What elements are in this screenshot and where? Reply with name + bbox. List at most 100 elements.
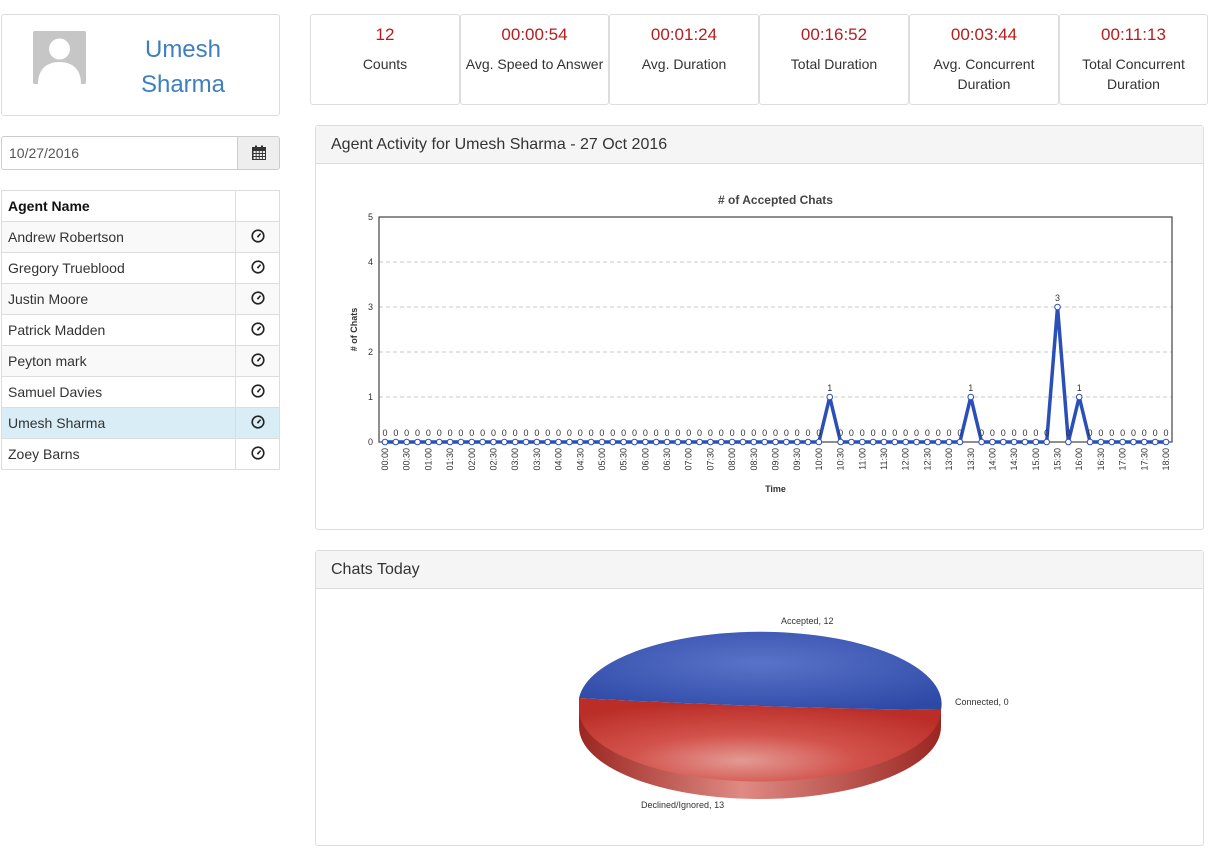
agent-name-cell[interactable]: Peyton mark xyxy=(1,345,236,377)
data-point[interactable] xyxy=(1075,393,1083,401)
data-point[interactable] xyxy=(381,438,389,446)
data-point[interactable] xyxy=(902,438,909,446)
data-point[interactable] xyxy=(544,438,552,446)
data-point[interactable] xyxy=(1021,438,1029,446)
data-point[interactable] xyxy=(924,438,931,446)
data-point[interactable] xyxy=(468,438,476,446)
data-point[interactable] xyxy=(663,438,671,446)
data-point[interactable] xyxy=(620,438,627,446)
data-point[interactable] xyxy=(999,438,1007,446)
table-row[interactable]: Justin Moore xyxy=(1,283,280,315)
table-row[interactable]: Gregory Trueblood xyxy=(1,252,280,284)
data-point[interactable] xyxy=(609,438,617,446)
data-point[interactable] xyxy=(956,438,964,446)
agent-name-cell[interactable]: Patrick Madden xyxy=(1,314,236,346)
data-point[interactable] xyxy=(598,438,606,446)
data-point[interactable] xyxy=(642,438,649,446)
data-point[interactable] xyxy=(945,438,953,446)
data-point[interactable] xyxy=(1054,303,1061,311)
dashboard-gauge-icon[interactable] xyxy=(250,228,265,243)
data-point[interactable] xyxy=(446,438,454,446)
agent-dashboard-cell[interactable] xyxy=(235,376,280,408)
dashboard-gauge-icon[interactable] xyxy=(250,414,265,429)
data-point[interactable] xyxy=(978,438,985,446)
data-point[interactable] xyxy=(1130,438,1137,446)
data-point[interactable] xyxy=(837,438,844,446)
data-point[interactable] xyxy=(1097,438,1105,446)
calendar-button[interactable] xyxy=(237,137,279,169)
agent-name-cell[interactable]: Gregory Trueblood xyxy=(1,252,236,284)
data-point[interactable] xyxy=(511,438,519,446)
data-point[interactable] xyxy=(815,438,823,446)
agent-name-cell[interactable]: Umesh Sharma xyxy=(1,407,236,439)
dashboard-gauge-icon[interactable] xyxy=(250,383,265,398)
agent-name-cell[interactable]: Samuel Davies xyxy=(1,376,236,408)
data-point[interactable] xyxy=(696,438,703,446)
data-point[interactable] xyxy=(576,438,584,446)
data-point[interactable] xyxy=(858,438,866,446)
agent-name-cell[interactable]: Zoey Barns xyxy=(1,438,236,470)
agent-name-cell[interactable]: Andrew Robertson xyxy=(1,221,236,253)
data-point[interactable] xyxy=(739,438,747,446)
data-point[interactable] xyxy=(1065,438,1072,446)
data-point[interactable] xyxy=(989,438,996,446)
table-row[interactable]: Andrew Robertson xyxy=(1,221,280,253)
data-point[interactable] xyxy=(1086,438,1094,446)
data-point[interactable] xyxy=(479,438,486,446)
data-point[interactable] xyxy=(761,438,768,446)
data-point[interactable] xyxy=(848,438,855,446)
data-point[interactable] xyxy=(501,438,508,446)
dashboard-gauge-icon[interactable] xyxy=(250,259,265,274)
data-point[interactable] xyxy=(880,438,888,446)
agent-dashboard-cell[interactable] xyxy=(235,407,280,439)
pie-slice-declined[interactable] xyxy=(578,698,941,782)
agent-dashboard-cell[interactable] xyxy=(235,438,280,470)
agent-name-cell[interactable]: Justin Moore xyxy=(1,283,236,315)
table-row[interactable]: Samuel Davies xyxy=(1,376,280,408)
data-point[interactable] xyxy=(1141,438,1148,446)
table-row[interactable]: Umesh Sharma xyxy=(1,407,280,439)
data-point[interactable] xyxy=(783,438,790,446)
data-point[interactable] xyxy=(891,438,899,446)
data-point[interactable] xyxy=(1010,438,1018,446)
agent-dashboard-cell[interactable] xyxy=(235,314,280,346)
dashboard-gauge-icon[interactable] xyxy=(250,321,265,336)
data-point[interactable] xyxy=(728,438,736,446)
data-point[interactable] xyxy=(533,438,541,446)
data-point[interactable] xyxy=(392,438,400,446)
data-point[interactable] xyxy=(913,438,920,446)
data-point[interactable] xyxy=(1043,438,1050,446)
data-point[interactable] xyxy=(1032,438,1040,446)
data-point[interactable] xyxy=(869,438,877,446)
table-row[interactable]: Peyton mark xyxy=(1,345,280,377)
dashboard-gauge-icon[interactable] xyxy=(250,290,265,305)
data-point[interactable] xyxy=(403,438,410,446)
data-point[interactable] xyxy=(631,438,638,446)
data-point[interactable] xyxy=(522,438,530,446)
agent-dashboard-cell[interactable] xyxy=(235,252,280,284)
data-point[interactable] xyxy=(967,393,975,401)
data-point[interactable] xyxy=(587,438,595,446)
data-point[interactable] xyxy=(717,438,725,446)
data-point[interactable] xyxy=(934,438,942,446)
date-input[interactable] xyxy=(2,137,237,169)
data-point[interactable] xyxy=(1151,438,1159,446)
data-point[interactable] xyxy=(425,438,432,446)
dashboard-gauge-icon[interactable] xyxy=(250,352,265,367)
data-point[interactable] xyxy=(414,438,421,446)
table-row[interactable]: Patrick Madden xyxy=(1,314,280,346)
data-point[interactable] xyxy=(826,393,834,401)
data-point[interactable] xyxy=(804,438,812,446)
agent-dashboard-cell[interactable] xyxy=(235,283,280,315)
pie-slice-accepted[interactable] xyxy=(579,631,942,710)
data-point[interactable] xyxy=(652,438,660,446)
data-point[interactable] xyxy=(435,438,443,446)
agent-dashboard-cell[interactable] xyxy=(235,345,280,377)
data-point[interactable] xyxy=(555,438,562,446)
data-point[interactable] xyxy=(772,438,779,446)
data-point[interactable] xyxy=(674,438,682,446)
data-point[interactable] xyxy=(566,438,573,446)
data-point[interactable] xyxy=(750,438,758,446)
data-point[interactable] xyxy=(793,438,801,446)
dashboard-gauge-icon[interactable] xyxy=(250,445,265,460)
